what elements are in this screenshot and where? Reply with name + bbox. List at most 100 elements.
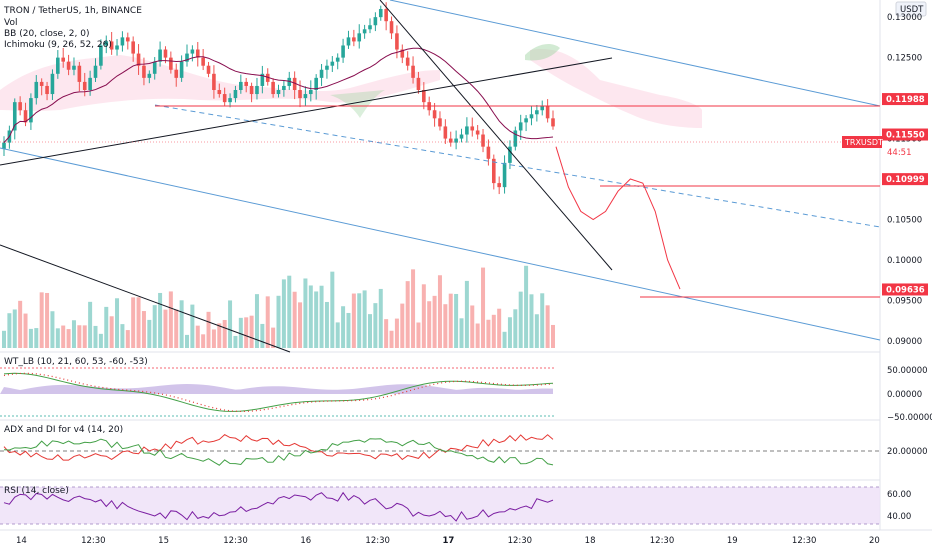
currency-badge[interactable] <box>895 1 927 17</box>
volume-bar <box>152 305 157 348</box>
volume-bar <box>373 303 378 348</box>
candle-body <box>201 57 205 66</box>
candle-body <box>497 183 501 188</box>
volume-bar <box>190 304 195 348</box>
volume-bar <box>303 278 308 348</box>
candle-body <box>260 73 265 86</box>
candle-body <box>125 37 130 42</box>
wt-oscillator <box>0 372 554 413</box>
volume-bar <box>82 325 87 348</box>
candle-body <box>535 110 539 115</box>
candle-body <box>352 37 356 42</box>
candle-body <box>93 65 98 78</box>
candle-body <box>158 49 162 62</box>
candle-body <box>384 9 388 22</box>
volume-bar <box>357 293 362 348</box>
volume-bar <box>281 279 286 348</box>
volume-bar <box>163 309 168 348</box>
channel-lower-line[interactable] <box>0 147 881 341</box>
time-label: 12:30 <box>365 536 390 546</box>
time-label: 12:30 <box>508 536 533 546</box>
trendline-lower[interactable] <box>0 244 291 353</box>
volume-bar <box>368 314 372 348</box>
volume-bar <box>179 300 184 348</box>
volume-bar <box>459 318 464 348</box>
price-tag: 0.09636 <box>886 285 925 295</box>
price-tag: 0.10999 <box>886 175 925 185</box>
candle-body <box>120 37 125 46</box>
volume-bar <box>308 285 313 348</box>
channel-mid-line[interactable] <box>154 104 881 228</box>
candle-body <box>217 90 222 95</box>
volume-bar <box>432 295 437 348</box>
candle-body <box>378 9 383 18</box>
volume-bar <box>481 267 486 348</box>
volume-bar <box>513 309 518 348</box>
rsi-tick-60: 60.00 <box>887 490 911 500</box>
volume-bar <box>28 328 33 348</box>
bb-label: BB (20, close, 2, 0) <box>4 29 89 39</box>
volume-bar <box>362 290 367 348</box>
time-axis: 14 12:30 15 12:30 16 12:30 17 12:30 18 12:30 19 12:… <box>16 536 880 546</box>
price-tag: 0.11550 <box>886 131 925 141</box>
volume-bar <box>491 314 496 348</box>
volume-bar <box>93 325 98 348</box>
candle-body <box>292 77 297 90</box>
candle-body <box>529 114 534 119</box>
volume-bar <box>39 292 44 348</box>
bollinger-basis <box>3 47 554 143</box>
time-label: 12:30 <box>650 536 675 546</box>
volume-bar <box>454 293 459 348</box>
candle-body <box>540 106 545 111</box>
candle-body <box>185 53 189 62</box>
projection-path[interactable] <box>555 146 681 290</box>
candle-body <box>513 130 518 147</box>
trendline-support[interactable] <box>0 57 613 166</box>
trendline-resistance[interactable] <box>379 0 613 271</box>
volume-bar <box>55 328 60 348</box>
candle-body <box>147 73 152 78</box>
volume-bar <box>136 297 141 348</box>
time-label: 18 <box>585 536 596 546</box>
adx-lines <box>3 434 554 466</box>
volume-bar <box>464 280 469 348</box>
price-tick: 0.13000 <box>887 13 922 23</box>
volume-bar <box>448 293 453 348</box>
channel-upper-line[interactable] <box>389 0 881 107</box>
ichimoku-cloud <box>0 44 702 128</box>
volume-bar <box>427 301 432 348</box>
volume-bar <box>497 308 502 348</box>
volume-bar <box>378 288 383 348</box>
candle-body <box>491 158 496 184</box>
candle-body <box>330 61 335 66</box>
price-tick: 0.12500 <box>887 54 922 64</box>
candle-body <box>61 57 66 62</box>
candle-body <box>276 90 281 95</box>
candle-body <box>109 41 114 50</box>
price-tick: 0.10000 <box>887 256 922 266</box>
candle-body <box>448 138 453 143</box>
candle-body <box>174 69 179 78</box>
candle-body <box>66 61 71 70</box>
time-label: 14 <box>16 536 27 546</box>
volume-bar <box>77 325 82 348</box>
price-tag-box <box>882 283 928 296</box>
volume-bar <box>195 325 200 348</box>
candle-body <box>34 81 39 99</box>
volume-bar <box>335 322 340 348</box>
candle-body <box>373 17 378 26</box>
volume-bar <box>518 291 523 348</box>
volume-bar <box>18 300 23 348</box>
candle-body <box>190 49 195 54</box>
time-label: 17 <box>443 536 455 546</box>
volume-bar <box>98 333 103 348</box>
candle-body <box>325 65 329 70</box>
candle-body <box>228 98 232 103</box>
price-tag: 0.11988 <box>886 95 925 105</box>
kumo-future <box>530 49 702 128</box>
volume-bar <box>351 293 356 348</box>
candle-body <box>239 81 243 90</box>
volume-bar <box>384 319 389 348</box>
